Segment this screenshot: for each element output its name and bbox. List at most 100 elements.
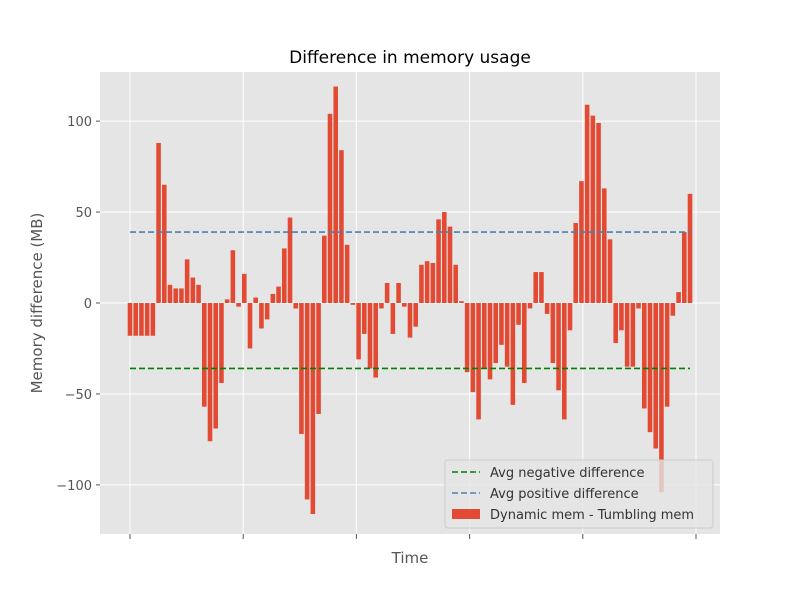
bar [139, 303, 144, 336]
legend-frame [444, 459, 714, 529]
bar [304, 303, 310, 500]
bar [413, 303, 418, 327]
legend-swatch-difference [452, 509, 480, 519]
bar [270, 293, 276, 303]
bar [504, 303, 510, 367]
bar [619, 303, 624, 331]
bar [459, 301, 464, 303]
legend-label-difference: Dynamic mem - Tumbling mem [490, 508, 694, 523]
bar [402, 303, 407, 307]
bar [499, 303, 504, 345]
bar [373, 303, 378, 378]
bar [384, 282, 390, 303]
legend: Avg negative difference Avg positive dif… [444, 459, 714, 529]
bar [236, 303, 241, 307]
bar [476, 303, 481, 420]
bar [224, 299, 230, 303]
bar [282, 248, 287, 303]
bar [242, 273, 247, 303]
bar [247, 303, 253, 349]
bar [133, 303, 138, 336]
bar [322, 235, 327, 303]
bar [196, 284, 201, 303]
bar [590, 115, 596, 304]
bar [670, 303, 676, 316]
bar [333, 86, 338, 303]
bar [533, 272, 538, 303]
bar [150, 303, 156, 336]
y-tick-label: −100 [56, 479, 92, 494]
bar [493, 303, 498, 364]
bar [173, 288, 178, 303]
bar [407, 303, 413, 338]
bar [550, 303, 556, 364]
bar [396, 282, 401, 303]
bar [144, 303, 150, 336]
bar [184, 259, 190, 303]
bar [362, 303, 367, 334]
bar [482, 303, 487, 369]
bar [339, 150, 344, 303]
bar [447, 226, 453, 303]
bar [596, 122, 601, 303]
bar [259, 303, 264, 329]
bar [562, 303, 567, 420]
bar [487, 303, 493, 380]
y-tick-label: 100 [67, 115, 92, 130]
bar [682, 232, 687, 303]
bar [436, 219, 441, 303]
bar [367, 303, 373, 369]
bar [659, 303, 664, 493]
bar [430, 262, 436, 303]
bar [167, 284, 173, 303]
bar [664, 303, 670, 407]
bar [653, 303, 658, 449]
bar [464, 303, 470, 373]
bar [350, 303, 356, 305]
bar [442, 212, 447, 303]
bar [156, 142, 161, 303]
chart-title: Difference in memory usage [289, 48, 531, 68]
bar [573, 222, 578, 303]
bar [647, 303, 653, 433]
bar [293, 303, 298, 309]
x-axis-label: Time [391, 549, 429, 567]
bar [127, 303, 133, 336]
bar [213, 303, 218, 429]
bar [390, 303, 396, 334]
bar [344, 244, 350, 303]
bar [253, 297, 258, 303]
bar [567, 303, 573, 331]
bar [356, 303, 361, 360]
bar [419, 264, 424, 303]
bar [202, 303, 207, 407]
bar [676, 292, 681, 303]
bar [219, 303, 224, 384]
bar [379, 303, 384, 309]
y-tick-label: 50 [75, 206, 92, 221]
bar [636, 303, 641, 309]
bar [522, 303, 527, 384]
bar [162, 184, 167, 303]
bar [424, 261, 430, 303]
bar [190, 277, 196, 303]
bar [230, 250, 236, 303]
y-tick-label: −50 [65, 388, 92, 403]
bar [179, 288, 184, 303]
bar [602, 188, 607, 303]
bar [207, 303, 213, 442]
bar [607, 239, 613, 303]
y-axis-label: Memory difference (MB) [28, 213, 46, 394]
bar [613, 303, 618, 344]
legend-label-avg-positive: Avg positive difference [490, 487, 639, 502]
y-tick-label: 0 [84, 297, 92, 312]
bar [556, 303, 561, 391]
bar [630, 303, 636, 367]
bar [579, 181, 584, 303]
bar [453, 264, 458, 303]
legend-label-avg-negative: Avg negative difference [490, 466, 644, 481]
bar [276, 286, 281, 303]
bar [687, 193, 693, 303]
